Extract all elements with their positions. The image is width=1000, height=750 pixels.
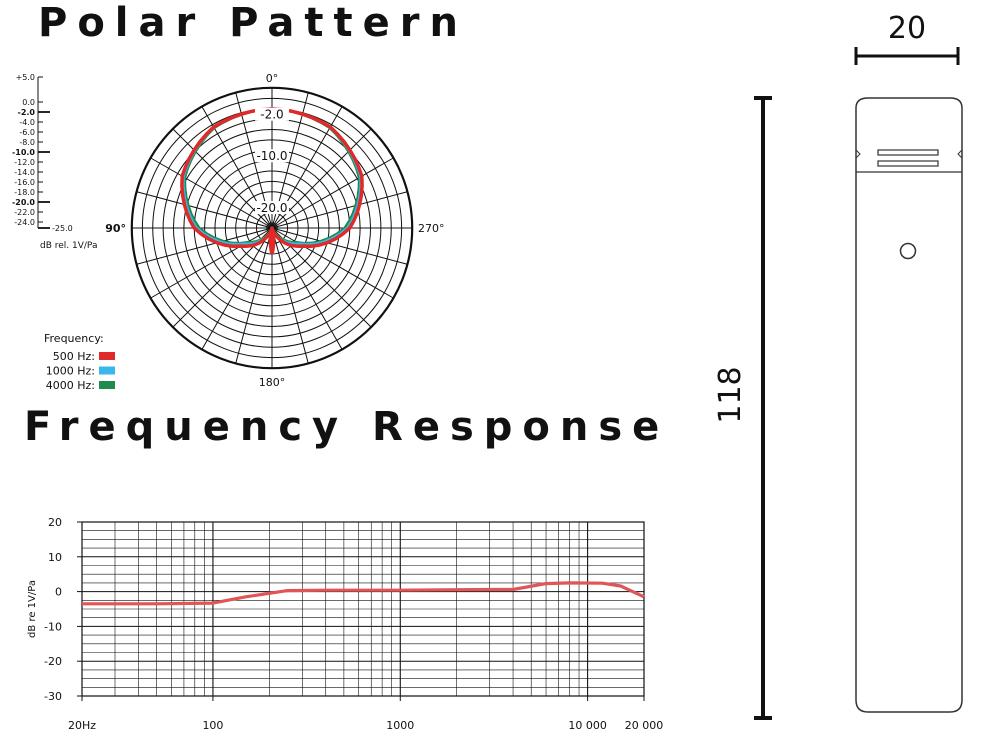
freq-plot-border xyxy=(81,521,645,697)
polar-chart: 0° 90° 180° 270° -2.0 -10.0 -20.0 xyxy=(105,72,444,389)
legend-swatch xyxy=(99,366,115,375)
db-scale-tick-label: -6.0 xyxy=(19,128,35,137)
mic-indicator-dot xyxy=(899,242,917,260)
polar-spoke xyxy=(136,191,273,229)
db-scale: +5.00.0-2.0-4.0-6.0-8.0-10.0-12.0-14.0-1… xyxy=(12,73,98,251)
polar-spoke xyxy=(271,227,408,265)
polar-ring-label: -2.0 xyxy=(260,108,283,122)
db-scale-tick-label: +5.0 xyxy=(16,73,35,82)
polar-spoke xyxy=(271,227,309,364)
db-scale-tick-label: -25.0 xyxy=(52,224,73,233)
polar-angle-label: 90° xyxy=(105,222,126,235)
polar-spoke xyxy=(136,227,273,265)
legend-label: 4000 Hz: xyxy=(46,379,95,392)
polar-spoke xyxy=(271,157,394,229)
db-scale-tick-label: -10.0 xyxy=(12,148,35,157)
microphone-drawing: 20 118 xyxy=(713,11,963,720)
mic-grille-slot xyxy=(877,149,939,156)
db-scale-tick-label: -4.0 xyxy=(19,118,35,127)
freq-x-tick-label: 1000 xyxy=(386,719,414,732)
width-label: 20 xyxy=(888,11,926,46)
polar-outer-ring xyxy=(130,86,414,370)
polar-spoke xyxy=(150,157,273,229)
freq-y-tick-label: 10 xyxy=(48,551,62,564)
db-scale-tick-label: -14.0 xyxy=(14,168,35,177)
freq-y-tick-label: -10 xyxy=(44,620,62,633)
freq-x-tick-label: 20 000 xyxy=(625,719,664,732)
polar-spoke xyxy=(271,227,343,350)
db-scale-tick-label: -16.0 xyxy=(14,178,35,187)
polar-angle-label: 0° xyxy=(266,72,279,85)
polar-ring-label-bg xyxy=(255,149,289,163)
db-scale-unit-label: dB rel. 1V/Pa xyxy=(40,241,97,251)
db-scale-tick-label: -8.0 xyxy=(19,138,35,147)
db-scale-tick-label: -18.0 xyxy=(14,188,35,197)
freq-y-tick-label: -20 xyxy=(44,655,62,668)
db-scale-tick-label: -2.0 xyxy=(18,108,36,117)
freq-y-axis-label: dB re 1V/Pa xyxy=(27,580,38,638)
polar-spoke xyxy=(271,227,394,299)
freq-x-tick-label: 10 000 xyxy=(568,719,607,732)
polar-ring-label-bg xyxy=(255,201,289,215)
legend-swatch xyxy=(99,352,115,360)
db-scale-tick-label: -22.0 xyxy=(14,208,35,217)
polar-spoke xyxy=(235,227,273,364)
mic-grille-slot xyxy=(877,160,939,167)
freq-y-tick-label: 20 xyxy=(48,516,62,529)
freq-y-tick-label: 0 xyxy=(55,586,62,599)
polar-series-line xyxy=(180,106,274,255)
legend-label: 1000 Hz: xyxy=(46,365,95,378)
db-scale-tick-label: 0.0 xyxy=(22,98,35,107)
freq-y-tick-label: -30 xyxy=(44,690,62,703)
freq-x-tick-label: 20Hz xyxy=(68,719,96,732)
polar-pattern-title: Polar Pattern xyxy=(38,0,468,46)
polar-spoke xyxy=(150,227,273,299)
legend-title: Frequency: xyxy=(44,332,104,345)
polar-spoke xyxy=(271,191,408,229)
db-scale-tick-label: -20.0 xyxy=(12,198,35,207)
polar-spoke xyxy=(201,227,273,350)
polar-angle-label: 180° xyxy=(259,376,286,389)
frequency-response-title: Frequency Response xyxy=(24,404,670,450)
legend-swatch xyxy=(99,381,115,389)
freq-x-tick-label: 100 xyxy=(202,719,223,732)
polar-ring-label: -10.0 xyxy=(256,149,287,163)
db-scale-tick-label: -12.0 xyxy=(14,158,35,167)
db-scale-tick-label: -24.0 xyxy=(14,218,35,227)
polar-ring-label: -20.0 xyxy=(256,201,287,215)
legend-label: 500 Hz: xyxy=(53,350,95,363)
mic-notch xyxy=(855,149,963,159)
polar-angle-label: 270° xyxy=(418,222,445,235)
mic-body xyxy=(855,97,963,713)
polar-ring-label-bg xyxy=(255,107,289,121)
length-label: 118 xyxy=(713,366,748,423)
polar-legend: Frequency: 500 Hz: 1000 Hz:4000 Hz: xyxy=(44,332,115,392)
freq-series-line xyxy=(82,581,645,606)
